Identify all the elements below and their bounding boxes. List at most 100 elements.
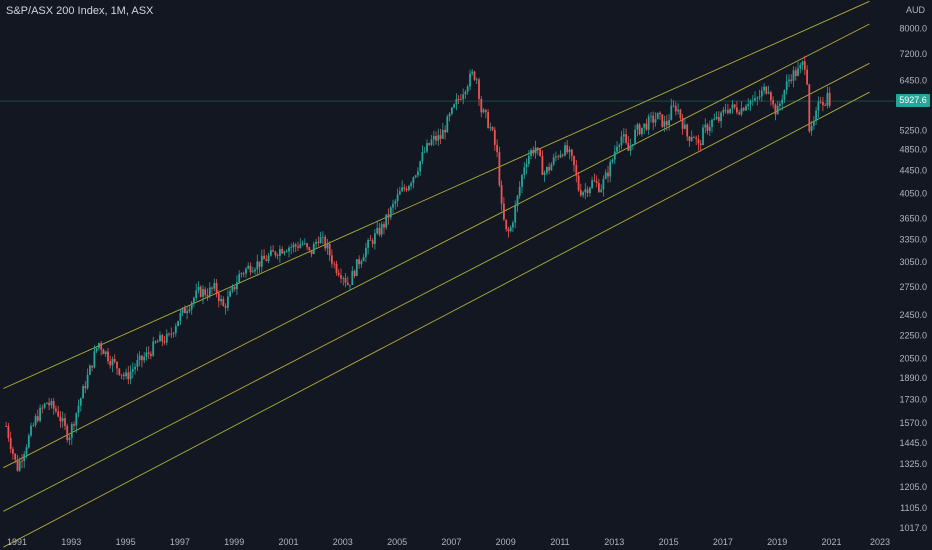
candle-233 bbox=[530, 148, 532, 160]
candle-37 bbox=[86, 368, 89, 390]
candle-248 bbox=[564, 142, 566, 157]
candle-266 bbox=[604, 169, 607, 180]
candle-48 bbox=[111, 356, 114, 373]
candle-347 bbox=[788, 74, 790, 88]
candle-222 bbox=[505, 219, 508, 232]
candle-302 bbox=[686, 123, 689, 141]
candle-133 bbox=[303, 238, 306, 246]
last-price-badge: 5927.6 bbox=[896, 94, 930, 107]
x-tick-label-2: 1993 bbox=[61, 537, 81, 547]
candle-249 bbox=[566, 140, 569, 155]
candle-61 bbox=[141, 355, 143, 368]
chart-title: S&P/ASX 200 Index, 1M, ASX bbox=[6, 5, 154, 17]
candle-250 bbox=[568, 146, 571, 160]
candle-171 bbox=[389, 206, 392, 220]
candle-317 bbox=[720, 111, 722, 128]
candle-28 bbox=[66, 423, 69, 443]
candle-19 bbox=[46, 402, 48, 405]
candle-30 bbox=[70, 422, 73, 445]
y-tick-label-14: 2250.0 bbox=[899, 331, 927, 341]
candle-174 bbox=[396, 188, 399, 207]
candle-225 bbox=[512, 220, 514, 233]
candle-293 bbox=[665, 114, 668, 131]
candle-288 bbox=[654, 112, 657, 127]
candle-221 bbox=[503, 197, 505, 221]
candle-204 bbox=[464, 90, 467, 99]
candle-332 bbox=[754, 91, 756, 103]
candle-193 bbox=[439, 128, 442, 145]
candle-68 bbox=[156, 339, 159, 343]
candle-215 bbox=[489, 122, 492, 132]
candle-38 bbox=[89, 364, 91, 375]
candle-22 bbox=[52, 397, 55, 415]
candle-230 bbox=[523, 162, 526, 179]
candle-276 bbox=[627, 135, 630, 151]
candle-227 bbox=[516, 194, 519, 213]
candle-308 bbox=[699, 140, 702, 152]
candle-147 bbox=[335, 260, 338, 276]
candle-20 bbox=[48, 397, 50, 411]
candle-99 bbox=[227, 289, 229, 312]
candle-328 bbox=[745, 103, 747, 111]
candle-295 bbox=[670, 98, 673, 121]
candle-80 bbox=[184, 305, 186, 314]
candle-62 bbox=[143, 352, 146, 364]
x-tick-label-12: 2013 bbox=[604, 537, 624, 547]
candle-206 bbox=[469, 69, 471, 91]
channel-line-3 bbox=[3, 62, 870, 512]
candle-314 bbox=[713, 113, 716, 121]
y-tick-label-5: 5250.0 bbox=[899, 126, 927, 136]
candle-357 bbox=[810, 120, 813, 136]
candle-86 bbox=[197, 281, 200, 294]
candle-141 bbox=[322, 231, 324, 245]
candle-182 bbox=[414, 174, 417, 179]
candle-176 bbox=[401, 180, 403, 192]
candle-104 bbox=[238, 270, 241, 283]
candle-354 bbox=[803, 55, 806, 76]
candle-46 bbox=[107, 348, 109, 365]
candle-363 bbox=[824, 103, 827, 107]
candle-237 bbox=[539, 148, 541, 157]
candle-137 bbox=[312, 241, 315, 255]
candle-6 bbox=[16, 454, 19, 472]
x-tick-label-14: 2017 bbox=[713, 537, 733, 547]
candle-54 bbox=[125, 368, 127, 380]
candle-343 bbox=[779, 101, 781, 111]
candle-76 bbox=[174, 323, 177, 337]
candle-50 bbox=[116, 361, 118, 376]
candle-195 bbox=[444, 125, 446, 140]
candle-341 bbox=[774, 103, 777, 121]
candle-188 bbox=[428, 142, 431, 146]
y-tick-label-2: 7200.0 bbox=[899, 49, 927, 59]
candle-262 bbox=[595, 175, 598, 188]
candle-51 bbox=[118, 368, 121, 376]
candle-291 bbox=[661, 114, 664, 129]
candle-246 bbox=[559, 150, 562, 159]
candle-18 bbox=[43, 402, 46, 410]
candle-172 bbox=[392, 199, 394, 214]
candle-58 bbox=[134, 363, 136, 375]
channel-line-4 bbox=[3, 91, 870, 548]
candle-255 bbox=[579, 183, 582, 197]
y-tick-label-1: 8000.0 bbox=[899, 24, 927, 34]
candle-3 bbox=[9, 431, 12, 454]
candle-24 bbox=[57, 405, 60, 418]
candle-280 bbox=[636, 122, 639, 137]
candle-257 bbox=[584, 182, 587, 200]
y-tick-label-13: 2450.0 bbox=[899, 310, 927, 320]
candle-352 bbox=[799, 62, 802, 74]
candle-179 bbox=[408, 184, 410, 192]
candle-277 bbox=[629, 138, 632, 156]
candle-320 bbox=[727, 103, 729, 115]
candle-4 bbox=[12, 446, 14, 460]
candle-63 bbox=[145, 346, 148, 361]
candle-148 bbox=[337, 269, 340, 277]
candle-232 bbox=[527, 150, 530, 168]
candle-322 bbox=[731, 100, 734, 114]
candle-44 bbox=[102, 348, 105, 355]
candle-143 bbox=[326, 239, 329, 255]
candle-93 bbox=[213, 278, 216, 292]
candle-365 bbox=[828, 86, 831, 108]
candle-253 bbox=[575, 160, 578, 183]
